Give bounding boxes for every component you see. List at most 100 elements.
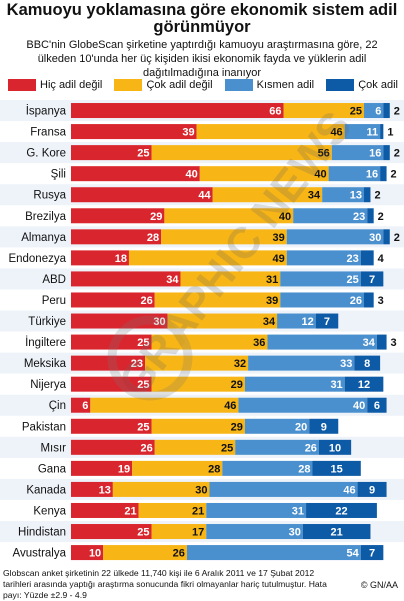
legend-label-kismen-adil: Kısmen adil <box>256 79 315 91</box>
bar-segment <box>360 250 374 266</box>
data-label: 22 <box>335 505 347 517</box>
data-label: 26 <box>140 295 152 307</box>
chart-subtitle: BBC'nin GlobeScan şirketine yaptırdığı k… <box>26 39 378 79</box>
data-label: 6 <box>375 106 381 118</box>
bar-segment <box>209 481 358 497</box>
data-label: 23 <box>353 211 365 223</box>
data-label: 34 <box>363 337 376 349</box>
bar-segment <box>103 545 187 561</box>
bar-segment <box>286 229 384 245</box>
data-label: 25 <box>137 337 149 349</box>
bar-segment <box>206 502 307 518</box>
bar-segment <box>71 502 139 518</box>
category-label: Kenya <box>33 505 66 517</box>
bar-segment <box>364 187 371 203</box>
bar-segment <box>112 481 210 497</box>
data-label: 6 <box>374 400 380 412</box>
data-label: 40 <box>314 169 326 181</box>
bar-segment <box>222 460 313 476</box>
bar-segment <box>151 145 332 161</box>
bar-segment <box>267 334 377 350</box>
bar-segment <box>322 187 365 203</box>
bar-segment <box>277 313 316 329</box>
data-label: 19 <box>118 463 130 475</box>
bar-segment <box>151 376 245 392</box>
data-label: 34 <box>308 190 321 202</box>
category-label: Çin <box>49 400 66 412</box>
data-label: 40 <box>279 211 291 223</box>
bar-segment <box>71 292 155 308</box>
data-label: 17 <box>192 527 204 539</box>
legend-swatch-cok-adil-degil <box>114 79 143 91</box>
category-label: Endonezya <box>8 253 66 265</box>
bar-segment <box>212 187 323 203</box>
data-label: 20 <box>295 421 307 433</box>
data-label: 30 <box>153 316 165 328</box>
bar-segment <box>71 208 165 224</box>
bar-segment <box>367 208 374 224</box>
bar-segment <box>383 103 390 119</box>
bar-segment <box>164 208 294 224</box>
data-label: 49 <box>272 253 284 265</box>
bar-segment <box>280 271 361 287</box>
legend-swatch-cok-adil <box>326 79 355 91</box>
bar-segment <box>344 124 381 140</box>
footer-note: Globscan anket şirketinin 22 ülkede 11,7… <box>3 568 327 600</box>
bar-segment <box>312 460 361 476</box>
data-label: 3 <box>391 337 397 349</box>
bar-segment <box>71 545 104 561</box>
category-label: ABD <box>42 274 66 286</box>
data-label: 28 <box>298 463 310 475</box>
data-label: 21 <box>192 505 204 517</box>
bar-segment <box>360 271 384 287</box>
data-label: 31 <box>292 505 304 517</box>
data-label: 31 <box>266 274 278 286</box>
data-label: 23 <box>347 253 359 265</box>
data-label: 2 <box>391 169 397 181</box>
bar-segment <box>145 355 249 371</box>
category-label: Brezilya <box>25 211 67 223</box>
data-label: 34 <box>263 316 276 328</box>
data-label: 7 <box>369 548 375 560</box>
bar-segment <box>180 271 281 287</box>
data-label: 16 <box>366 169 378 181</box>
bar-segment <box>132 460 223 476</box>
data-label: 23 <box>131 358 143 370</box>
category-label: Peru <box>42 295 66 307</box>
data-label: 39 <box>182 127 194 139</box>
data-label: 29 <box>231 421 243 433</box>
category-label: Gana <box>38 463 67 475</box>
bar-segment <box>90 397 239 413</box>
legend-item-cok-adil-degil: Çok adil değil <box>114 79 213 91</box>
data-label: 39 <box>266 295 278 307</box>
category-label: Rusya <box>33 190 66 202</box>
data-label: 40 <box>353 400 365 412</box>
bar-segment <box>71 460 133 476</box>
bar-segment <box>71 313 168 329</box>
category-label: Şili <box>51 169 66 181</box>
category-label: Mısır <box>40 442 66 454</box>
data-label: 32 <box>234 358 246 370</box>
legend-item-hic-adil-degil: Hiç adil değil <box>8 79 102 91</box>
data-label: 25 <box>137 148 149 160</box>
data-label: 7 <box>369 274 375 286</box>
data-label: 36 <box>253 337 265 349</box>
data-label: 4 <box>378 253 385 265</box>
bar-segment <box>138 502 207 518</box>
data-label: 46 <box>343 484 355 496</box>
category-label: Fransa <box>30 127 66 139</box>
legend-swatch-hic-adil-degil <box>8 79 36 91</box>
bar-segment <box>71 355 146 371</box>
bar-segment <box>71 250 129 266</box>
category-label: Meksika <box>24 358 67 370</box>
bar-segment <box>71 124 197 140</box>
data-label: 54 <box>347 548 360 560</box>
data-label: 6 <box>82 400 88 412</box>
bar-segment <box>151 334 268 350</box>
category-label: Almanya <box>21 232 66 244</box>
watermark-seal <box>107 315 193 401</box>
bar-segment <box>364 103 384 119</box>
data-label: 40 <box>186 169 198 181</box>
bar-segment <box>367 397 387 413</box>
